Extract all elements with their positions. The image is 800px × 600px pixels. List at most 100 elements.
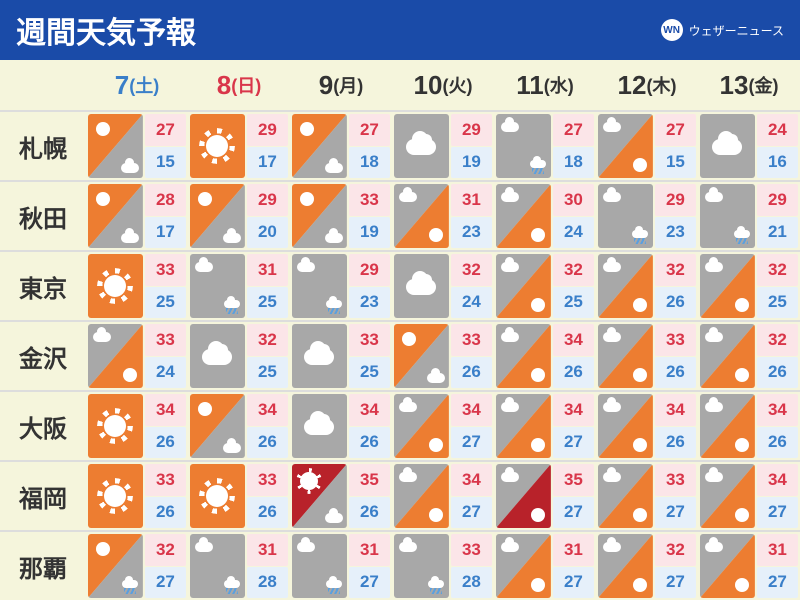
low-temp: 17 (145, 217, 186, 249)
low-temp: 28 (451, 567, 492, 599)
forecast-cell: 3319 (290, 182, 392, 250)
brand: WN ウェザーニュース (661, 19, 784, 41)
city-row: 那覇3227312831273328312732273127 (0, 530, 800, 600)
forecast-cell: 3324 (86, 322, 188, 390)
low-temp: 26 (655, 287, 696, 319)
low-temp: 24 (145, 357, 186, 389)
forecast-cell: 3226 (596, 252, 698, 320)
header: 週間天気予報 WN ウェザーニュース (0, 0, 800, 60)
high-temp: 30 (553, 184, 594, 216)
forecast-cell: 3326 (86, 462, 188, 530)
day-header: 10(火) (392, 60, 494, 110)
high-temp: 34 (553, 324, 594, 356)
forecast-cell: 3128 (188, 532, 290, 600)
forecast-cell: 3427 (494, 392, 596, 460)
high-temp: 32 (655, 534, 696, 566)
city-label: 那覇 (0, 532, 86, 600)
low-temp: 23 (349, 287, 390, 319)
high-temp: 34 (553, 394, 594, 426)
high-temp: 32 (757, 254, 798, 286)
low-temp: 26 (451, 357, 492, 389)
high-temp: 29 (247, 114, 288, 146)
forecast-cell: 2416 (698, 112, 800, 180)
forecast-cell: 2917 (188, 112, 290, 180)
city-label: 福岡 (0, 462, 86, 530)
high-temp: 31 (451, 184, 492, 216)
low-temp: 23 (655, 217, 696, 249)
low-temp: 27 (145, 567, 186, 599)
spacer (0, 60, 86, 110)
day-header: 12(木) (596, 60, 698, 110)
high-temp: 34 (757, 464, 798, 496)
high-temp: 34 (655, 394, 696, 426)
low-temp: 26 (655, 357, 696, 389)
low-temp: 26 (247, 497, 288, 529)
low-temp: 24 (451, 287, 492, 319)
high-temp: 33 (145, 464, 186, 496)
forecast-cell: 3427 (698, 462, 800, 530)
high-temp: 33 (451, 324, 492, 356)
forecast-rows: 札幌2715291727182919271827152416秋田28172920… (0, 110, 800, 600)
city-label: 札幌 (0, 112, 86, 180)
low-temp: 26 (757, 427, 798, 459)
high-temp: 34 (247, 394, 288, 426)
city-label: 金沢 (0, 322, 86, 390)
forecast-cell: 3427 (392, 462, 494, 530)
high-temp: 29 (757, 184, 798, 216)
forecast-cell: 3326 (188, 462, 290, 530)
low-temp: 26 (349, 497, 390, 529)
forecast-cell: 3327 (596, 462, 698, 530)
forecast-cell: 2920 (188, 182, 290, 250)
forecast-cell: 3123 (392, 182, 494, 250)
low-temp: 18 (349, 147, 390, 179)
forecast-table: 週間天気予報 WN ウェザーニュース 7(土)8(日)9(月)10(火)11(水… (0, 0, 800, 600)
low-temp: 16 (757, 147, 798, 179)
day-header-row: 7(土)8(日)9(月)10(火)11(水)12(木)13(金) (0, 60, 800, 110)
forecast-cell: 2715 (596, 112, 698, 180)
high-temp: 29 (451, 114, 492, 146)
city-row: 大阪3426342634263427342734263426 (0, 390, 800, 460)
forecast-cell: 3227 (596, 532, 698, 600)
low-temp: 23 (451, 217, 492, 249)
low-temp: 25 (757, 287, 798, 319)
forecast-cell: 3125 (188, 252, 290, 320)
low-temp: 25 (349, 357, 390, 389)
high-temp: 31 (247, 534, 288, 566)
low-temp: 26 (553, 357, 594, 389)
low-temp: 20 (247, 217, 288, 249)
high-temp: 32 (655, 254, 696, 286)
high-temp: 32 (145, 534, 186, 566)
page-title: 週間天気予報 (16, 8, 196, 52)
forecast-cell: 3127 (290, 532, 392, 600)
forecast-cell: 3127 (698, 532, 800, 600)
high-temp: 29 (349, 254, 390, 286)
forecast-cell: 2718 (290, 112, 392, 180)
high-temp: 28 (145, 184, 186, 216)
brand-name: ウェザーニュース (689, 22, 784, 39)
high-temp: 33 (247, 464, 288, 496)
forecast-cell: 3426 (596, 392, 698, 460)
high-temp: 33 (145, 254, 186, 286)
high-temp: 33 (655, 324, 696, 356)
forecast-cell: 2919 (392, 112, 494, 180)
low-temp: 18 (553, 147, 594, 179)
low-temp: 19 (349, 217, 390, 249)
forecast-cell: 3225 (698, 252, 800, 320)
high-temp: 33 (655, 464, 696, 496)
forecast-cell: 2817 (86, 182, 188, 250)
day-header: 9(月) (290, 60, 392, 110)
high-temp: 31 (349, 534, 390, 566)
forecast-cell: 3226 (698, 322, 800, 390)
low-temp: 27 (553, 427, 594, 459)
high-temp: 27 (145, 114, 186, 146)
low-temp: 26 (655, 427, 696, 459)
high-temp: 33 (349, 184, 390, 216)
city-label: 秋田 (0, 182, 86, 250)
low-temp: 24 (553, 217, 594, 249)
city-row: 秋田2817292033193123302429232921 (0, 180, 800, 250)
low-temp: 21 (757, 217, 798, 249)
forecast-cell: 3328 (392, 532, 494, 600)
high-temp: 31 (757, 534, 798, 566)
high-temp: 34 (349, 394, 390, 426)
high-temp: 29 (247, 184, 288, 216)
